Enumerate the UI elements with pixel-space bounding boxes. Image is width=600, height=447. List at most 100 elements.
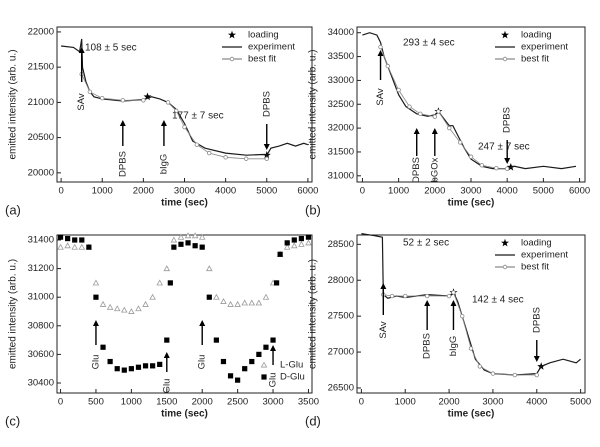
triangle-marker (142, 300, 149, 307)
y-tick-label: 30400 (28, 378, 54, 389)
fit-marker (432, 114, 438, 119)
x-tick-label: 1500 (156, 397, 177, 408)
fit-marker (457, 140, 463, 145)
legend-marker (501, 30, 509, 39)
x-tick-label: 0 (58, 397, 63, 408)
y-tick-label: 21000 (28, 97, 54, 108)
arrow-label: bGOx (429, 157, 440, 182)
y-tick-label: 30800 (28, 320, 54, 331)
triangle-marker (213, 293, 220, 300)
legend-marker (260, 361, 268, 368)
square-marker (93, 294, 99, 300)
arrow-head (413, 128, 420, 134)
x-tick-label: 1000 (388, 186, 409, 197)
fit-marker (165, 100, 171, 105)
loading-marker (506, 163, 515, 171)
y-tick-label: 34000 (328, 27, 354, 38)
fit-marker (378, 44, 383, 50)
fit-marker (446, 293, 452, 299)
y-tick-label: 20500 (28, 132, 54, 143)
triangle-marker (191, 232, 199, 239)
annotation: 177 ± 7 sec (172, 111, 224, 122)
arrow-head (163, 352, 170, 358)
square-marker (227, 373, 234, 379)
legend-label: loading (521, 238, 552, 249)
fit-marker (460, 313, 465, 319)
triangle-marker (64, 242, 71, 249)
x-tick-label: 4000 (215, 186, 236, 197)
fit-marker (451, 290, 456, 295)
x-tick-label: 3000 (174, 186, 195, 197)
x-tick-label: 2000 (424, 186, 445, 197)
triangle-marker (206, 265, 213, 272)
legend-label: loading (521, 30, 552, 41)
arrow-head (380, 283, 387, 289)
square-marker (263, 344, 269, 350)
square-marker (256, 351, 262, 357)
x-tick-label: 1000 (121, 397, 142, 408)
fit-marker (418, 111, 423, 116)
triangle-marker (198, 233, 206, 240)
triangle-marker (298, 240, 305, 247)
x-tick-label: 3000 (460, 186, 481, 197)
x-tick-label: 5000 (256, 186, 277, 197)
triangle-marker (106, 303, 114, 310)
arrow-label: SAv (375, 88, 386, 106)
legend-marker (261, 374, 267, 380)
triangle-marker (227, 300, 234, 307)
plot-frame (356, 234, 586, 394)
fit-marker (182, 124, 187, 130)
annotation: 247 ± 7 sec (478, 142, 530, 153)
annotation: 293 ± 4 sec (403, 38, 455, 49)
fit-marker (468, 346, 474, 351)
y-tick-label: 33000 (328, 75, 354, 86)
legend-label: best fit (521, 54, 549, 65)
triangle-marker (128, 308, 135, 314)
triangle-marker (220, 298, 227, 304)
square-marker (249, 358, 255, 365)
x-tick-label: 0 (360, 186, 365, 197)
square-marker (199, 244, 205, 250)
x-tick-label: 6000 (297, 186, 318, 197)
square-marker (157, 361, 163, 368)
fit-marker (477, 364, 482, 369)
square-marker (65, 235, 71, 242)
square-marker (171, 244, 177, 250)
x-tick-label: 500 (88, 397, 104, 408)
square-marker (167, 280, 173, 286)
annotation: 52 ± 2 sec (403, 238, 449, 249)
x-tick-label: 4000 (526, 397, 547, 408)
annotation: 142 ± 4 sec (472, 295, 524, 306)
square-marker (192, 243, 198, 249)
fit-marker (141, 98, 146, 103)
arrow-label: Glu (197, 355, 208, 370)
square-marker (242, 366, 248, 372)
triangle-marker (305, 239, 312, 246)
fit-marker (100, 95, 105, 101)
square-marker (150, 363, 156, 369)
triangle-marker (71, 243, 78, 250)
square-marker (57, 234, 64, 240)
x-tick-label: 1000 (395, 397, 416, 408)
x-axis-label: time (sec) (161, 198, 208, 209)
triangle-marker (156, 279, 163, 286)
square-marker (72, 237, 78, 243)
arrow-label: DPBS (261, 91, 272, 117)
arrow-head (270, 345, 277, 351)
square-marker (305, 234, 312, 240)
y-tick-label: 28500 (328, 239, 354, 250)
fit-marker (504, 166, 510, 171)
legend-marker (501, 238, 509, 247)
arrow-head (424, 300, 431, 306)
arrow-head (263, 144, 270, 150)
arrow-label: Glu (268, 373, 279, 388)
triangle-marker (57, 243, 64, 250)
legend-label: L-Glu (280, 360, 303, 371)
y-tick-label: 21500 (28, 62, 54, 73)
fit-marker (436, 109, 441, 114)
y-axis-label: emitted intensity (arb. u.) (308, 49, 319, 159)
y-tick-label: 26500 (328, 382, 354, 393)
arrow-label: bIgG (448, 336, 459, 357)
fit-marker (120, 98, 126, 103)
arrow-label: Glu (161, 379, 172, 394)
